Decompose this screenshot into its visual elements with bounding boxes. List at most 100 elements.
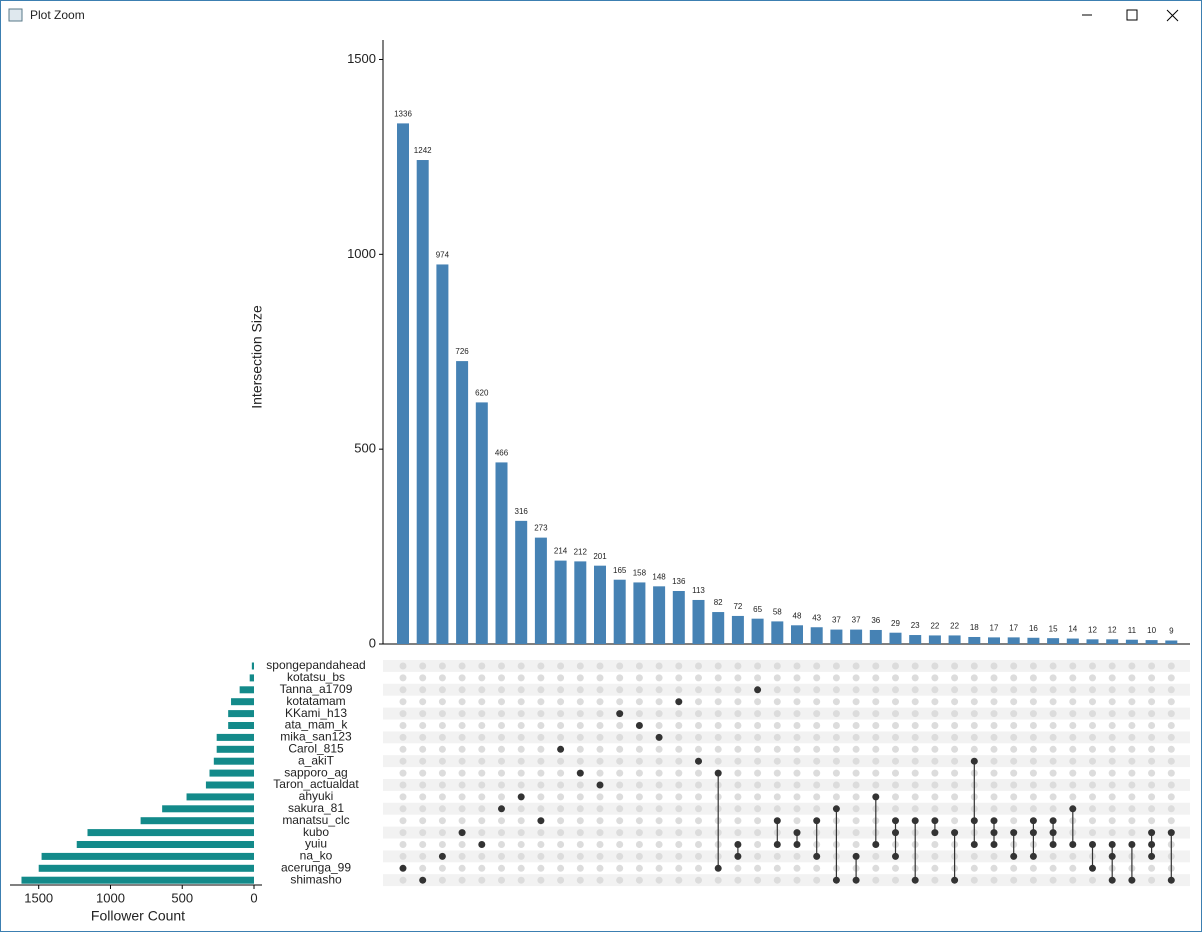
empty-dot [537,757,545,765]
empty-dot [1128,757,1136,765]
member-dot [438,852,446,860]
empty-dot [1029,662,1037,670]
empty-dot [1089,781,1096,789]
bar [534,537,547,644]
maximize-button[interactable] [1126,9,1138,21]
empty-dot [990,852,998,860]
empty-dot [419,710,427,718]
empty-dot [419,662,427,670]
set-bar [216,745,254,753]
empty-dot [1010,745,1018,753]
row-stripe [383,850,1190,863]
empty-dot [1108,686,1116,694]
empty-dot [438,674,446,682]
member-dot [734,852,742,860]
empty-dot [872,722,880,729]
set-bar [38,864,254,872]
empty-dot [931,722,939,729]
empty-dot [773,757,781,765]
set-name: sakura_81 [288,801,344,815]
empty-dot [517,722,525,729]
empty-dot [970,686,978,694]
empty-dot [872,686,880,694]
empty-dot [832,757,840,765]
empty-dot [1108,817,1116,825]
empty-dot [596,852,604,860]
empty-dot [734,698,742,706]
empty-dot [576,757,584,765]
empty-dot [596,662,604,670]
empty-dot [695,864,702,872]
bar [731,615,744,644]
empty-dot [911,769,919,777]
empty-dot [892,674,899,682]
empty-dot [970,733,978,741]
empty-dot [537,769,545,777]
empty-dot [892,686,899,694]
empty-dot [576,793,584,801]
empty-dot [911,805,919,813]
x-tick-label: 1000 [96,890,125,905]
empty-dot [1010,817,1018,825]
empty-dot [576,733,584,741]
empty-dot [1148,805,1156,813]
empty-dot [695,710,702,718]
set-name: Taron_actualdat [273,777,359,791]
member-dot [419,876,427,884]
empty-dot [438,793,446,801]
empty-dot [734,793,742,801]
empty-dot [655,864,663,872]
set-name: acerunga_99 [281,860,351,874]
empty-dot [438,817,446,825]
empty-dot [773,852,781,860]
empty-dot [695,805,702,813]
empty-dot [616,674,624,682]
empty-dot [872,864,880,872]
empty-dot [773,674,781,682]
empty-dot [399,841,407,848]
empty-dot [419,698,427,706]
empty-dot [813,793,821,801]
bar-label: 43 [812,613,821,622]
y-axis-label: Intersection Size [249,305,265,409]
empty-dot [399,876,407,884]
y-tick-label: 500 [354,441,376,456]
empty-dot [1069,698,1077,706]
empty-dot [852,793,860,801]
close-button[interactable] [1166,9,1179,22]
empty-dot [1049,686,1057,694]
bar-label: 148 [652,572,666,581]
bar-label: 273 [534,524,548,533]
empty-dot [1029,745,1037,753]
bar [1106,639,1119,644]
empty-dot [793,805,801,813]
empty-dot [1167,722,1175,729]
empty-dot [596,757,604,765]
empty-dot [675,805,683,813]
empty-dot [596,769,604,777]
empty-dot [951,733,959,741]
empty-dot [537,852,545,860]
bar [968,636,981,644]
empty-dot [458,662,466,670]
empty-dot [1089,817,1096,825]
empty-dot [419,769,427,777]
empty-dot [675,852,683,860]
member-dot [931,817,939,825]
set-name: shimasho [290,872,342,886]
bar [574,561,587,644]
empty-dot [1049,674,1057,682]
empty-dot [1108,781,1116,789]
bar [1007,637,1020,644]
empty-dot [596,745,604,753]
empty-dot [911,686,919,694]
empty-dot [793,698,801,706]
set-name: Carol_815 [288,741,344,755]
empty-dot [1049,781,1057,789]
empty-dot [635,793,643,801]
empty-dot [517,829,525,837]
empty-dot [1167,686,1175,694]
empty-dot [1010,805,1018,813]
empty-dot [911,733,919,741]
